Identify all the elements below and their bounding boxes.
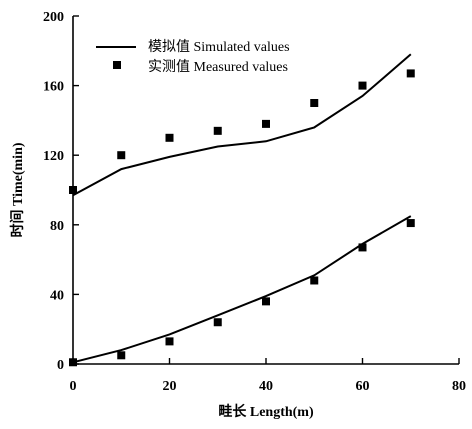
simulated-series-line (72, 53, 412, 197)
x-tick-label: 20 (163, 379, 177, 394)
measured-data-point (213, 318, 222, 327)
y-axis-title: 时间 Time(min) (9, 142, 26, 237)
y-tick-label: 120 (43, 149, 64, 164)
measured-data-point (310, 99, 319, 107)
y-tick-label: 80 (50, 219, 64, 234)
y-tick-label: 160 (43, 80, 64, 95)
measured-data-point (165, 133, 174, 142)
simulated-series-line (72, 215, 412, 364)
simulated-series-lines (72, 53, 412, 364)
x-tick-label: 40 (259, 379, 273, 394)
measured-data-point (310, 276, 319, 285)
legend-measured-marker-swatch (113, 61, 121, 69)
measured-data-point (406, 219, 415, 228)
measured-series-points (69, 69, 415, 367)
measured-data-point (213, 126, 222, 135)
measured-data-point (358, 81, 367, 90)
x-tick-label: 80 (452, 379, 466, 394)
measured-data-point (406, 69, 415, 78)
legend: 模拟值 Simulated values 实测值 Measured values (96, 39, 290, 75)
measured-data-point (358, 243, 367, 252)
measured-data-point (165, 337, 174, 346)
legend-measured-label: 实测值 Measured values (148, 59, 288, 75)
x-tick-label: 60 (356, 379, 370, 394)
measured-data-point (117, 151, 126, 160)
y-tick-label: 40 (50, 288, 64, 303)
measured-data-point (117, 351, 126, 360)
x-axis-title: 畦长 Length(m) (218, 403, 314, 420)
y-tick-label: 200 (43, 10, 64, 25)
x-axis-ticks: 0 20 40 60 80 (70, 358, 466, 394)
y-tick-label: 0 (57, 358, 64, 373)
y-axis-ticks: 0 40 80 120 160 200 (43, 10, 79, 373)
legend-simulated-label: 模拟值 Simulated values (148, 39, 290, 55)
measured-data-point (262, 297, 270, 306)
x-tick-label: 0 (70, 379, 77, 394)
measured-data-point (262, 119, 270, 128)
